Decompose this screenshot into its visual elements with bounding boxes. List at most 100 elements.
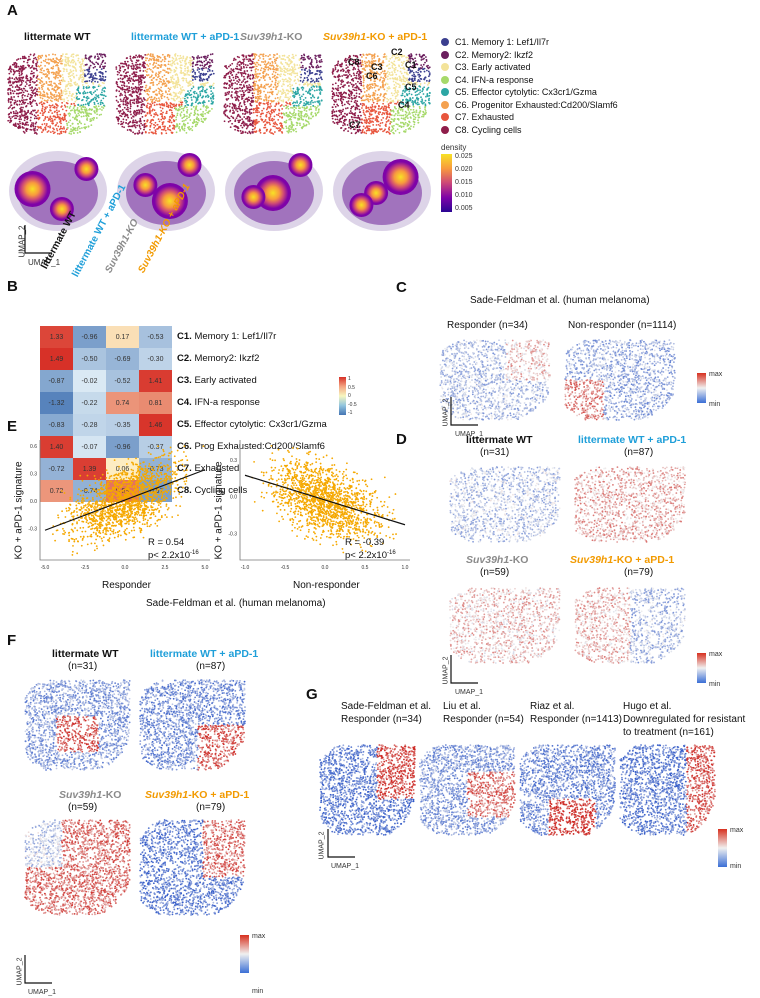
- heatmap-cell: -0.22: [73, 392, 106, 414]
- density-tick: 0.005: [455, 203, 473, 214]
- heatmap-row-name: Cycling cells: [194, 485, 247, 496]
- legend-label: C6. Progenitor Exhausted:Cd200/Slamf6: [455, 100, 618, 110]
- panel-label-a: A: [7, 2, 18, 19]
- axis-arrows-a: [24, 225, 52, 254]
- cluster-tag-c3: C3: [371, 62, 383, 73]
- heatmap-cell: -0.07: [73, 436, 106, 458]
- scatter-responder-xtick: 5.0: [202, 565, 209, 571]
- scatter-responder-xtick: 0.0: [122, 565, 129, 571]
- umap-d-ko: [449, 587, 561, 664]
- heatmap-cell: 0.81: [139, 392, 172, 414]
- cond-wt-f: littermate WT: [52, 648, 119, 660]
- legend-dot: [441, 38, 449, 46]
- cluster-umap-3: [331, 53, 431, 135]
- g-study-1-l1: Liu et al.: [443, 701, 481, 712]
- umap-c-responder: [439, 339, 551, 421]
- ko-suffix: -KO: [102, 789, 121, 801]
- scatter-nonresponder-ytick: -0.3: [228, 531, 237, 537]
- legend-label: C1. Memory 1: Lef1/Il7r: [455, 37, 549, 47]
- panel-d-min: min: [709, 679, 720, 690]
- heatmap-row-name: IFN-a response: [194, 397, 259, 408]
- panel-label-d: D: [396, 431, 407, 448]
- heatmap-scale-tick: 0.5: [348, 383, 355, 394]
- e-footer: Sade-Feldman et al. (human melanoma): [146, 598, 326, 609]
- umap-d-ko-apd1: [574, 587, 686, 664]
- panel-label-g: G: [306, 686, 318, 703]
- legend-dot: [441, 125, 449, 134]
- cluster-tag-c6: C6: [366, 71, 378, 82]
- umap2-label-a: UMAP_2: [17, 225, 28, 257]
- e-p-right: p< 2.2x10-16: [345, 548, 396, 561]
- panel-d-max: max: [709, 649, 722, 660]
- scatter-responder-points: [51, 445, 205, 556]
- heatmap-cell: 1.41: [139, 370, 172, 392]
- cluster-tag-c4: C4: [398, 100, 410, 111]
- g-study-3-l3: to treatment (n=161): [623, 727, 714, 738]
- cond-wt-apd1-f: littermate WT + aPD-1: [150, 648, 258, 660]
- legend-label: C5. Effector cytolytic: Cx3cr1/Gzma: [455, 87, 597, 97]
- e-p-left-exp: -16: [190, 550, 199, 556]
- density-colorbar: [441, 154, 452, 212]
- legend-label: C3. Early activated: [455, 62, 531, 72]
- e-ylabel-left: KO + aPD-1 signature: [14, 461, 25, 559]
- panel-d-umaps-top: [449, 466, 686, 543]
- heatmap-cell: -0.69: [106, 348, 139, 370]
- scatter-nonresponder-xtick: 0.0: [322, 565, 329, 571]
- heatmap-cell: -0.96: [106, 436, 139, 458]
- panel-f-min: min: [252, 986, 263, 997]
- n-ko-apd1-f: (n=79): [196, 802, 225, 813]
- heatmap-row-name: Exhausted: [194, 463, 239, 474]
- heatmap-row-name: Memory2: Ikzf2: [194, 353, 259, 364]
- panel-g-min: min: [730, 861, 741, 872]
- panel-g-colorbar: [718, 829, 727, 867]
- heatmap-cell: 1.46: [139, 414, 172, 436]
- heatmap-row-label: C4. IFN-a response: [177, 397, 260, 408]
- panel-c-title: Sade-Feldman et al. (human melanoma): [470, 295, 650, 306]
- cluster-tag-c2: C2: [391, 47, 403, 58]
- g-study-0-l1: Sade-Feldman et al.: [341, 701, 431, 712]
- legend-dot: [441, 113, 449, 121]
- panel-g-umaps: [319, 744, 716, 836]
- panel-label-f: F: [7, 632, 16, 649]
- cluster-umap-2: [223, 53, 323, 135]
- heatmap-row-id: C1.: [177, 331, 194, 342]
- heatmap-cell: 1.39: [73, 458, 106, 480]
- g-study-2-l2: Responder (n=1413): [530, 714, 622, 725]
- heatmap-row-id: C4.: [177, 397, 194, 408]
- legend-item-c3: C3. Early activated: [441, 62, 531, 73]
- e-xlabel-left: Responder: [102, 580, 151, 591]
- heatmap-cell: 0.06: [106, 458, 139, 480]
- heatmap-row-name: Memory 1: Lef1/Il7r: [194, 331, 276, 342]
- legend-item-c5: C5. Effector cytolytic: Cx3cr1/Gzma: [441, 87, 597, 98]
- umap-g-sade: [319, 744, 416, 836]
- e-p-right-base: p< 2.2x10: [345, 550, 387, 561]
- ko-apd1-suffix: -KO + aPD-1: [188, 789, 249, 801]
- n-wt-f: (n=31): [68, 661, 97, 672]
- legend-item-c6: C6. Progenitor Exhausted:Cd200/Slamf6: [441, 100, 618, 111]
- density-umap-row: [9, 151, 431, 231]
- heatmap-cell: 0.74: [106, 392, 139, 414]
- scatter-nonresponder-xtick: 1.0: [402, 565, 409, 571]
- panel-c-group-0: Responder (n=34): [447, 320, 528, 331]
- heatmap-scale-tick: 0: [348, 391, 351, 402]
- legend-item-c8: C8. Cycling cells: [441, 125, 522, 136]
- scatter-nonresponder-points: [251, 444, 397, 554]
- scatter-responder-ytick: 0.6: [30, 444, 37, 450]
- umap2-label-c: UMAP_2: [441, 398, 452, 426]
- cluster-umap-1: [115, 53, 215, 135]
- heatmap-cell: -0.87: [40, 370, 73, 392]
- heatmap-row-id: C3.: [177, 375, 194, 386]
- heatmap-cell: -0.96: [73, 326, 106, 348]
- n-wt-apd1-f: (n=87): [196, 661, 225, 672]
- heatmap-cell: -0.52: [106, 370, 139, 392]
- scatter-responder-ytick: 0.0: [30, 499, 37, 505]
- scatter-nonresponder-xtick: -1.0: [241, 565, 250, 571]
- panel-label-b: B: [7, 278, 18, 295]
- heatmap-row-id: C7.: [177, 463, 194, 474]
- cond-wt-a: littermate WT: [24, 31, 91, 43]
- cluster-tag-c7: C7: [349, 120, 361, 131]
- density-tick: 0.020: [455, 164, 473, 175]
- umap-f-wt: [24, 679, 131, 771]
- heatmap-row-label: C5. Effector cytolytic: Cx3cr1/Gzma: [177, 419, 327, 430]
- density-tick: 0.015: [455, 177, 473, 188]
